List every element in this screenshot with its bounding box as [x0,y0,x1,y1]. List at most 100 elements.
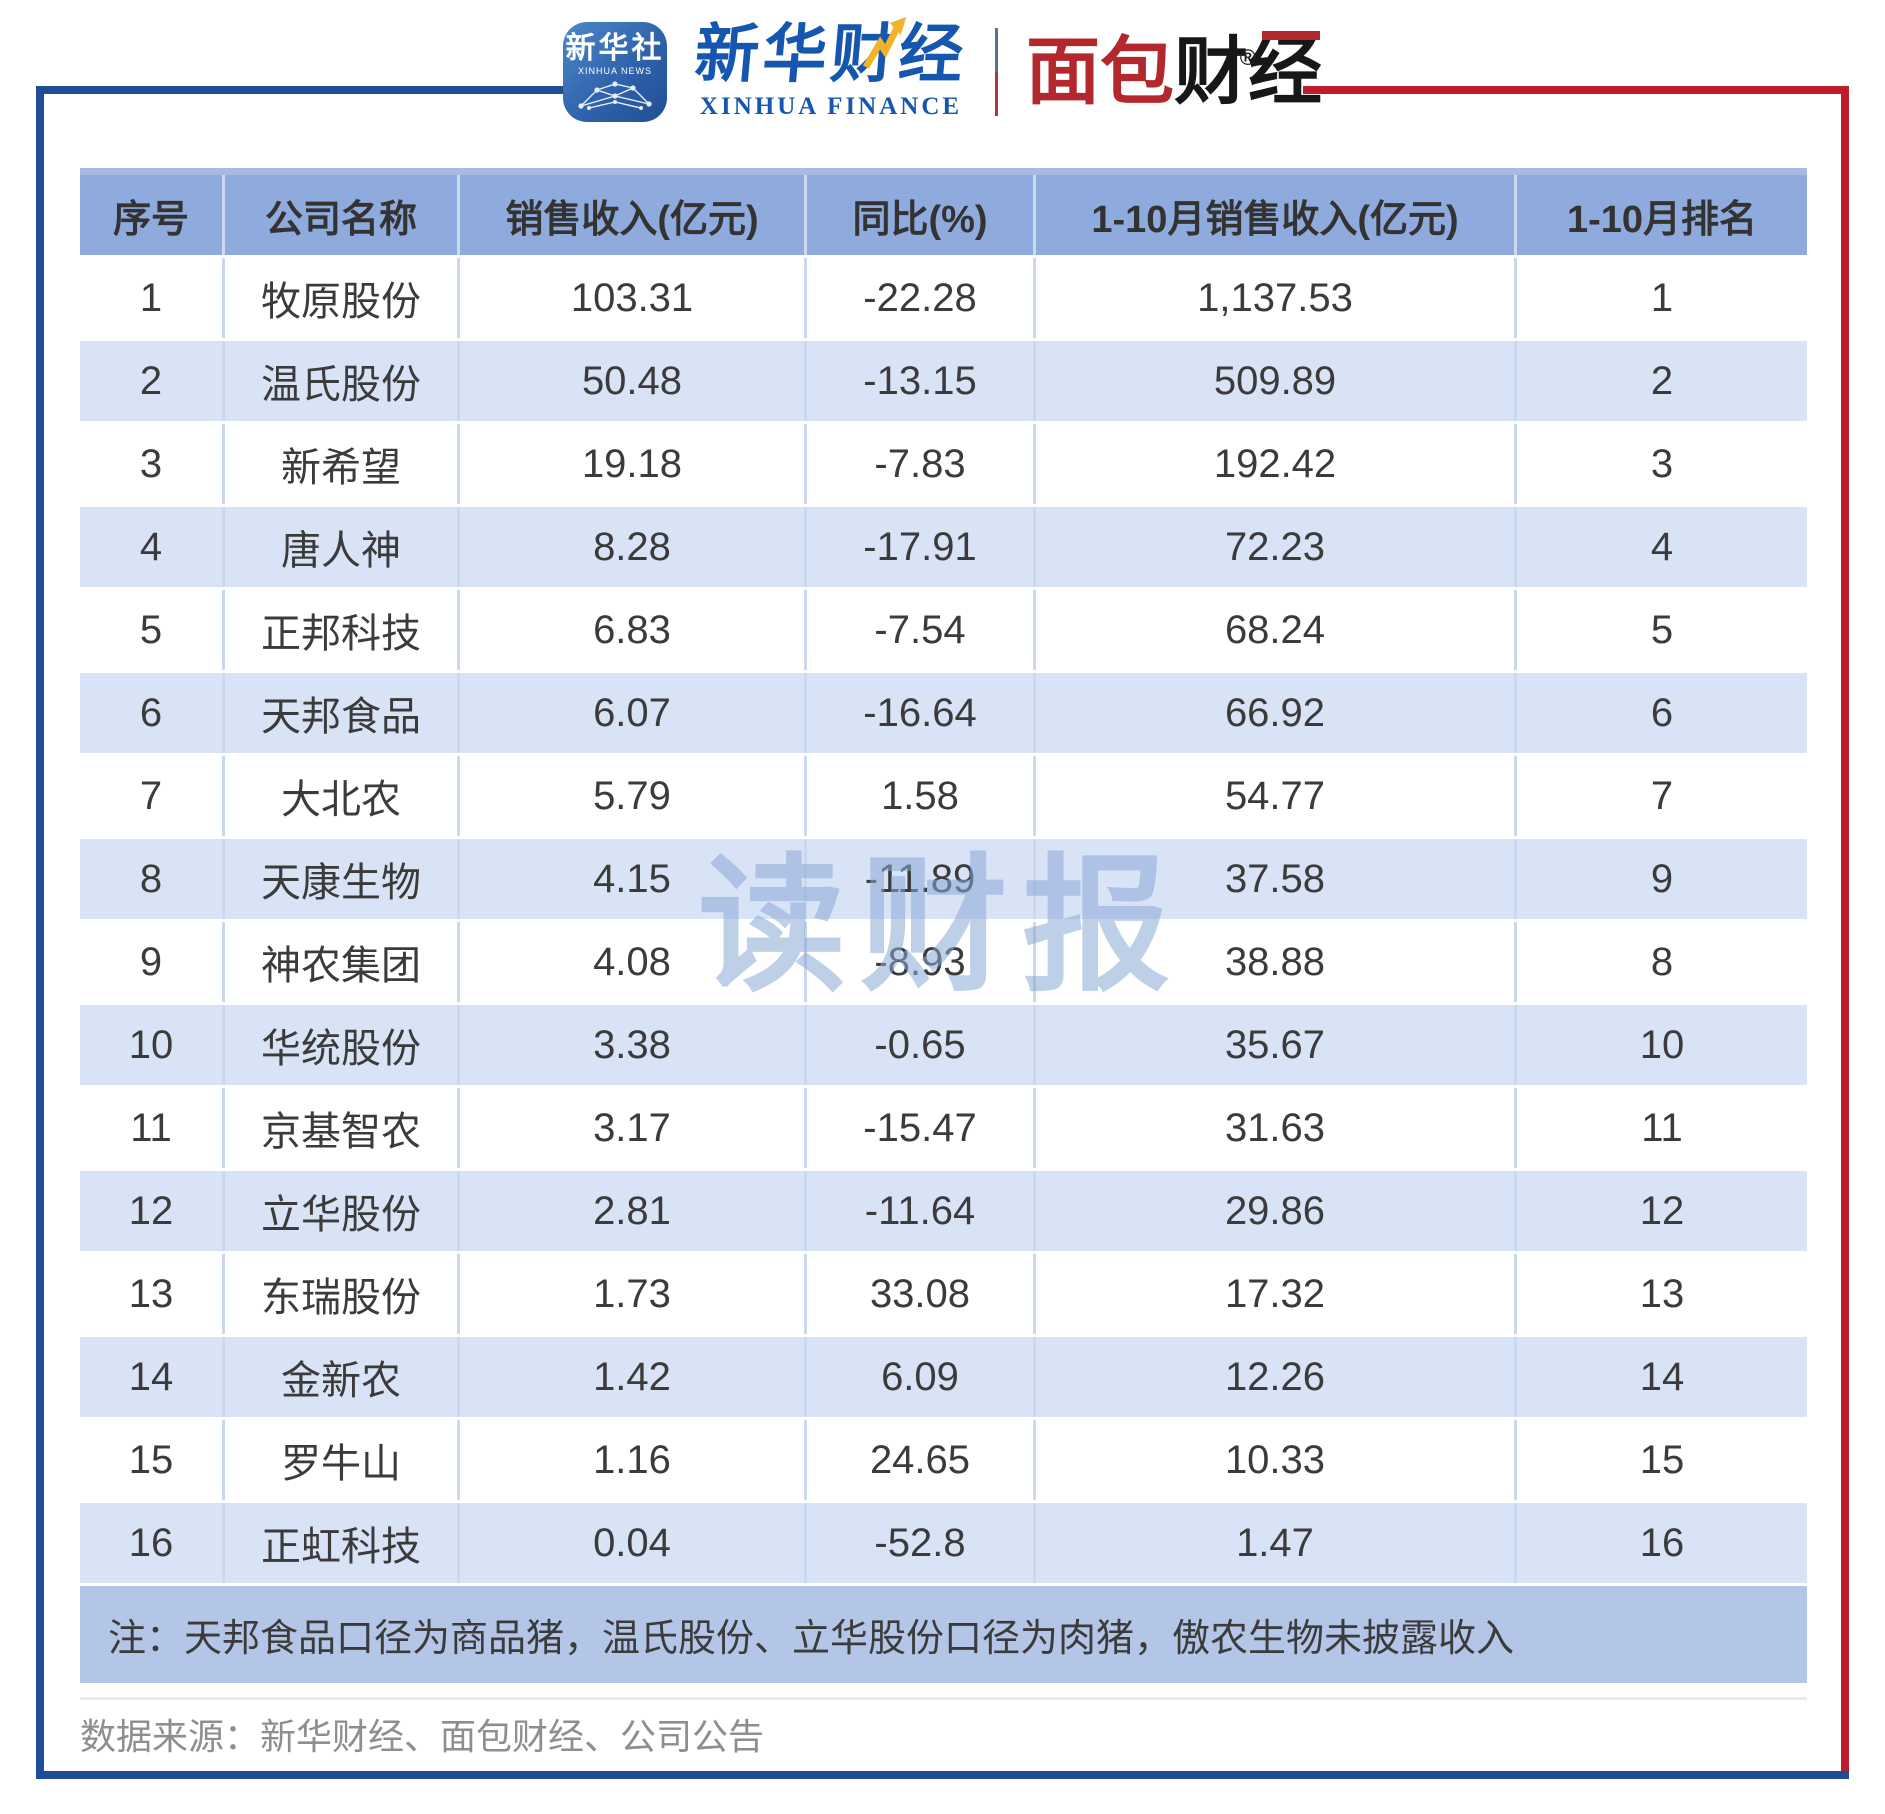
table-cell: 14 [80,1337,225,1417]
table-cell: 1 [1650,275,1674,320]
table-cell: 5.79 [460,756,807,836]
xinhua-finance-cn-text: 新华财经 [691,19,971,90]
table-cell: 1.58 [807,756,1036,836]
table-row: 6 天邦食品 6.07 -16.64 66.92 6 [80,673,1807,756]
network-globe-icon [578,81,652,110]
table-cell: 9 [1650,856,1674,901]
table-cell: 11 [80,1088,225,1168]
table-note: 注：天邦食品口径为商品猪，温氏股份、立华股份口径为肉猪，傲农生物未披露收入 [80,1586,1807,1683]
table-row: 2 温氏股份 50.48 -13.15 509.89 2 [80,341,1807,424]
table-cell: 35.67 [1036,1005,1517,1085]
table-cell: 54.77 [1036,756,1517,836]
logo-divider [995,28,998,116]
bread-finance-black-text: 财经 [1174,30,1322,113]
xinhua-news-en-label: XINHUA NEWS [577,66,652,76]
table-cell: 东瑞股份 [225,1254,460,1334]
table-cell: -17.91 [807,507,1036,587]
table-cell: -0.65 [807,1005,1036,1085]
table-row: 8 天康生物 4.15 -11.89 37.58 9 [80,839,1807,922]
table-cell: 7 [1650,773,1674,818]
table-cell: 15 [1639,1437,1685,1482]
table-cell: 11 [1641,1105,1683,1150]
table-row: 15 罗牛山 1.16 24.65 10.33 15 [80,1420,1807,1503]
table-cell: 4.08 [460,922,807,1002]
table-cell: 7 [80,756,225,836]
table-cell: 金新农 [225,1337,460,1417]
table-cell: 1.73 [460,1254,807,1334]
table-cell: -11.89 [807,839,1036,919]
table-cell: 天康生物 [225,839,460,919]
table-cell: 37.58 [1036,839,1517,919]
table-cell: 4 [80,507,225,587]
table-cell: 京基智农 [225,1088,460,1168]
table-cell: 38.88 [1036,922,1517,1002]
table-cell: 温氏股份 [225,341,460,421]
bread-finance-accent-bar [1262,31,1320,40]
table-cell: 103.31 [460,258,807,338]
column-header-0: 序号 [80,175,225,255]
table-cell: 6 [80,673,225,753]
table-cell: 33.08 [807,1254,1036,1334]
table-cell: 2 [1650,358,1674,403]
table-cell: -13.15 [807,341,1036,421]
table-row: 14 金新农 1.42 6.09 12.26 14 [80,1337,1807,1420]
table-cell: 新希望 [225,424,460,504]
table-row: 7 大北农 5.79 1.58 54.77 7 [80,756,1807,839]
table-cell: -16.64 [807,673,1036,753]
table-cell: 10 [1639,1022,1685,1067]
table-cell: -15.47 [807,1088,1036,1168]
xinhua-finance-en-label: XINHUA FINANCE [699,93,963,120]
registered-mark: ® [1239,45,1256,70]
table-cell: 华统股份 [225,1005,460,1085]
table-header-row: 序号 公司名称 销售收入(亿元) 同比(%) 1-10月销售收入(亿元) 1-10月排名 [80,168,1807,258]
table-cell: 牧原股份 [225,258,460,338]
table-cell: 3 [80,424,225,504]
column-header-5: 1-10月排名 [1566,198,1758,241]
table-cell: 天邦食品 [225,673,460,753]
table-row: 1 牧原股份 103.31 -22.28 1,137.53 1 [80,258,1807,341]
table-cell: 1.47 [1036,1503,1517,1583]
table-cell: 192.42 [1036,424,1517,504]
table-cell: 3 [1650,441,1674,486]
table-cell: 12 [80,1171,225,1251]
table-cell: 14 [1639,1354,1685,1399]
table-cell: 6.07 [460,673,807,753]
table-cell: 0.04 [460,1503,807,1583]
table-row: 12 立华股份 2.81 -11.64 29.86 12 [80,1171,1807,1254]
table-cell: 6 [1650,690,1674,735]
table-row: 9 神农集团 4.08 -8.93 38.88 8 [80,922,1807,1005]
table-cell: 31.63 [1036,1088,1517,1168]
frame-left-blue [36,86,44,1779]
table-cell: 神农集团 [225,922,460,1002]
table-cell: 2.81 [460,1171,807,1251]
table-cell: 5 [1650,607,1674,652]
table-cell: 10.33 [1036,1420,1517,1500]
table-cell: 8 [1650,939,1674,984]
column-header-3: 同比(%) [807,175,1036,255]
table-cell: 3.38 [460,1005,807,1085]
table-cell: 66.92 [1036,673,1517,753]
table-cell: 16 [80,1503,225,1583]
table-cell: 50.48 [460,341,807,421]
table-cell: 9 [80,922,225,1002]
table-cell: 立华股份 [225,1171,460,1251]
table-cell: -7.83 [807,424,1036,504]
frame-bottom-blue [36,1771,1849,1779]
table-cell: 12 [1639,1188,1685,1233]
table-cell: 唐人神 [225,507,460,587]
table-cell: 12.26 [1036,1337,1517,1417]
frame-top-right-red [1303,86,1849,94]
table-cell: 8.28 [460,507,807,587]
table-cell: 大北农 [225,756,460,836]
table-cell: 4 [1650,524,1674,569]
table-cell: 1,137.53 [1036,258,1517,338]
table-cell: -22.28 [807,258,1036,338]
table-cell: -7.54 [807,590,1036,670]
xinhua-finance-logo: 新华财经 XINHUA FINANCE [692,17,970,121]
table-cell: 15 [80,1420,225,1500]
table-cell: 正虹科技 [225,1503,460,1583]
table-cell: 罗牛山 [225,1420,460,1500]
table-row: 5 正邦科技 6.83 -7.54 68.24 5 [80,590,1807,673]
logo-bar: 新华社 XINHUA NEWS 新华财经 [0,14,1885,130]
